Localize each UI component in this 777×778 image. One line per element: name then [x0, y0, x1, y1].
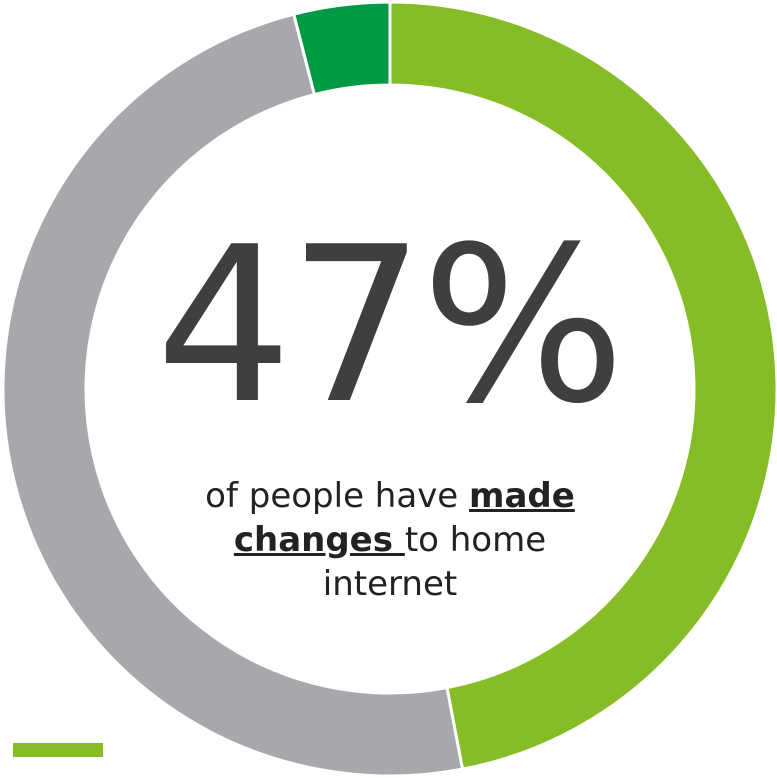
caption-post: to home internet — [322, 520, 547, 604]
caption-pre: of people have — [205, 476, 470, 516]
legend-swatch — [13, 743, 103, 757]
donut-slice-1 — [1, 12, 465, 778]
donut-slice-2 — [291, 0, 392, 97]
chart-caption: of people have made changes to home inte… — [180, 474, 600, 606]
donut-slice-0 — [388, 0, 777, 771]
headline-percentage: 47% — [155, 200, 626, 451]
caption-emphasis: made changes — [233, 476, 575, 560]
